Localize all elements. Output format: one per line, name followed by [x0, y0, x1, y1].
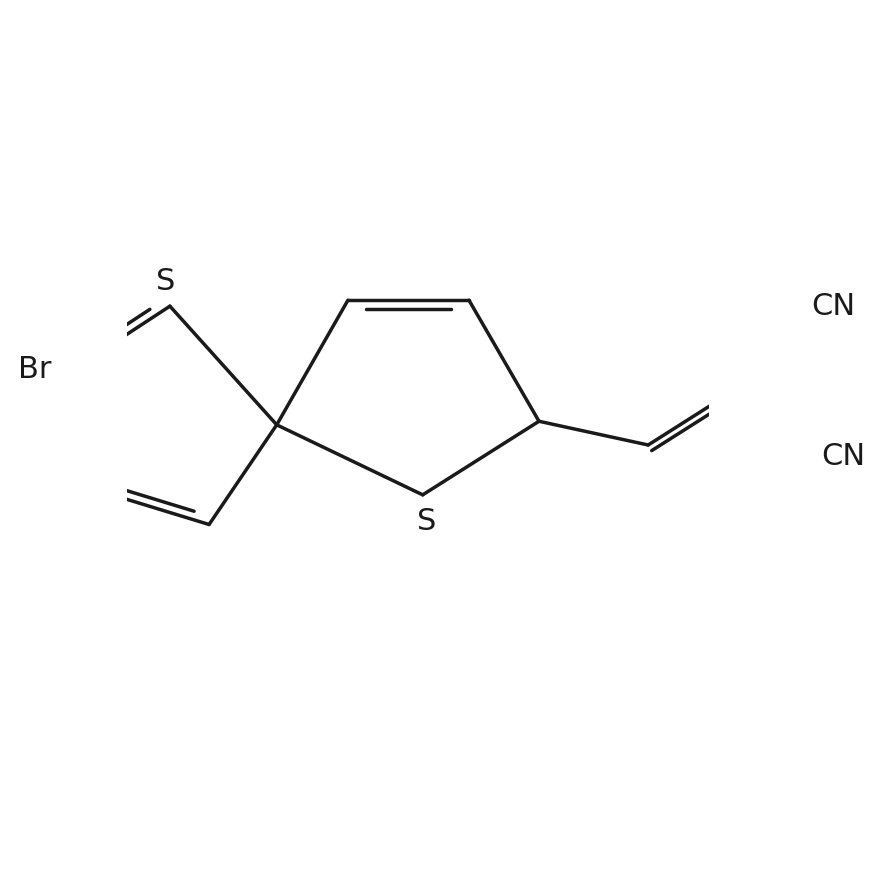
Text: CN: CN	[821, 442, 865, 472]
Text: S: S	[156, 267, 175, 296]
Text: CN: CN	[812, 292, 855, 320]
Text: S: S	[417, 507, 436, 537]
Text: Br: Br	[18, 355, 52, 384]
